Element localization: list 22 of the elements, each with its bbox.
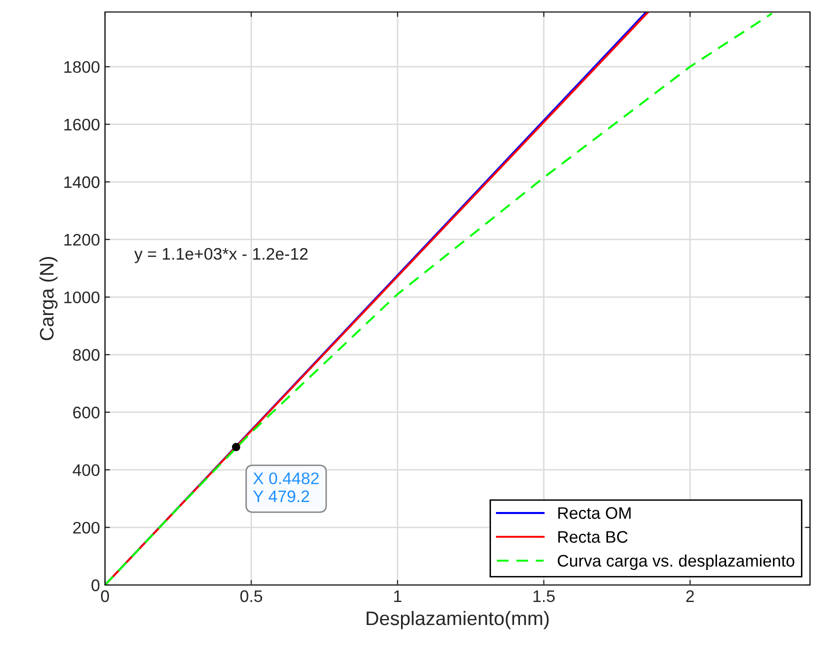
x-tick-label: 1.5: [533, 590, 555, 602]
y-axis-title: Carga (N): [39, 257, 58, 340]
legend-label: Recta BC: [558, 531, 628, 543]
y-tick-label: 200: [73, 522, 100, 534]
annotation: X 0.4482 Y 479.2: [253, 472, 319, 502]
x-tick-label: 0.5: [240, 590, 262, 602]
y-tick-label: 0: [92, 579, 100, 592]
y-tick-label: 1600: [64, 118, 100, 130]
y-tick-label: 800: [73, 349, 100, 361]
x-axis-title: Desplazamiento(mm): [366, 610, 549, 630]
y-tick-label: 600: [73, 406, 100, 418]
annotation: y = 1.1e+03*x - 1.2e-12: [134, 248, 308, 264]
y-tick-label: 1200: [64, 234, 100, 246]
x-tick-label: 1: [394, 590, 402, 602]
y-tick-label: 1000: [64, 291, 100, 304]
y-tick-label: 1400: [64, 176, 100, 188]
x-tick-label: 2: [686, 590, 694, 602]
y-tick-label: 1800: [64, 61, 100, 73]
legend-label: Curva carga vs. desplazamiento: [558, 554, 794, 570]
y-tick-label: 400: [72, 464, 100, 476]
legend-label: Recta OM: [558, 507, 631, 519]
x-tick-label: 0: [101, 590, 109, 602]
